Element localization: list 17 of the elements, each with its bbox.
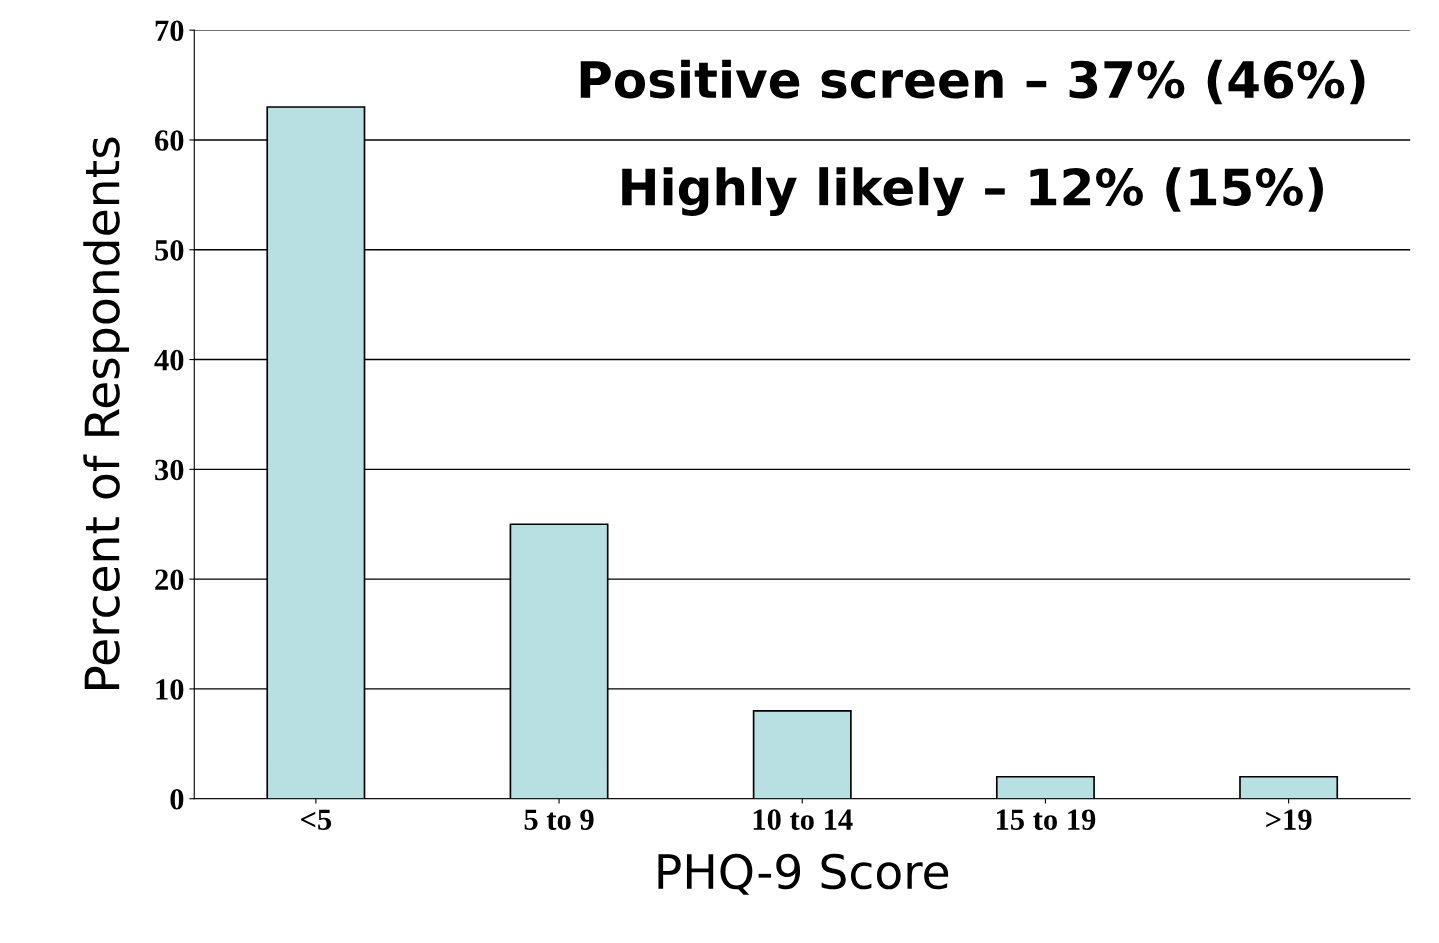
y-tick-label: 70 xyxy=(155,20,184,42)
x-tick-label: 15 to 19 xyxy=(996,809,1096,830)
y-tick-label: 60 xyxy=(155,130,184,151)
y-tick-label: 30 xyxy=(155,459,184,481)
annotation: Highly likely – 12% (15%) xyxy=(622,167,1323,216)
x-tick-label: 10 to 14 xyxy=(753,809,853,830)
x-axis-title: PHQ-9 Score xyxy=(658,853,949,895)
y-tick-label: 20 xyxy=(155,569,184,591)
annotation: Positive screen – 37% (46%) xyxy=(580,59,1365,105)
x-tick-label: <5 xyxy=(301,809,332,830)
x-tick-label: 5 to 9 xyxy=(524,809,594,830)
y-tick-label: 40 xyxy=(154,349,184,371)
y-tick-label: 50 xyxy=(155,240,184,261)
y-axis-title: Percent of Respondents xyxy=(83,137,129,690)
y-tick-label: 0 xyxy=(170,789,184,810)
x-tick-label: >19 xyxy=(1266,809,1312,830)
y-tick-label: 10 xyxy=(156,679,184,700)
